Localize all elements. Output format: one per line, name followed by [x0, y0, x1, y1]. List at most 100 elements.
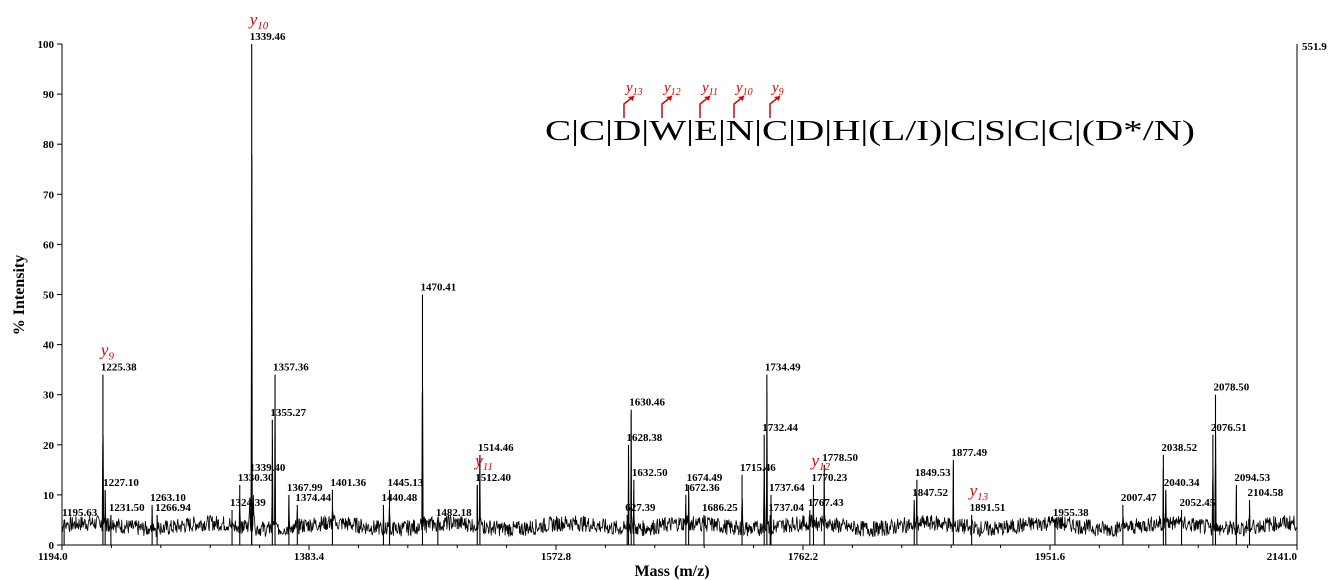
ion-label: y9: [99, 341, 115, 363]
fragment-arrowhead: [738, 96, 744, 101]
peptide-sequence: C|C|D|W|E|N|C|D|H|(L/I)|C|S|C|C|(D*/N) y…: [545, 80, 1195, 147]
peak-label: 1632.50: [632, 467, 668, 479]
peak-label: 1778.50: [822, 452, 858, 464]
y-tick-label: 50: [43, 290, 55, 302]
peak-label: 1470.41: [420, 282, 456, 294]
x-tick-label: 1572.8: [541, 551, 572, 563]
fragment-ion-label: y9: [770, 80, 784, 98]
peak-label: 2076.51: [1211, 422, 1247, 434]
peak-label: 1324.39: [230, 497, 266, 509]
fragment-ion-number: 13: [633, 87, 643, 98]
peak-labels: 1195.63 1225.38 1227.10 1231.50 1263.101266.…: [62, 31, 1284, 519]
y-tick-label: 60: [43, 239, 55, 251]
peak-label: 1849.53: [915, 467, 951, 479]
x-tick-label: 1194.0: [38, 551, 68, 563]
x-tick-label: 1951.6: [1035, 551, 1066, 563]
fragment-ion-number: 12: [671, 87, 681, 98]
peak-label: 1367.99: [287, 482, 323, 494]
peak-label: 1715.46: [740, 462, 776, 474]
peak-label: 2007.47: [1121, 492, 1157, 504]
sequence-text: C|C|D|W|E|N|C|D|H|(L/I)|C|S|C|C|(D*/N): [545, 115, 1195, 147]
peak-label: 1514.46: [478, 442, 514, 454]
peak-label: 1737.64: [769, 482, 805, 494]
peak-label: 2038.52: [1161, 442, 1197, 454]
peak-label: 1445.13: [388, 477, 424, 489]
peak-label: 1440.48: [381, 492, 417, 504]
right-axis-max-label: 551.9: [1302, 41, 1327, 53]
peak-label: 1767.43: [808, 497, 844, 509]
peak-label: 1955.38: [1053, 507, 1089, 519]
peak-label: 1734.49: [765, 362, 801, 374]
axis-ticks: 0 10 20 30 40 50 60 70 80 90 100 1194.0 1383.4 1572.8…: [38, 39, 1298, 563]
y-tick-label: 20: [43, 440, 55, 452]
fragment-arrowhead: [628, 96, 634, 101]
peak-label: 2104.58: [1248, 487, 1284, 499]
peak-label: 2040.34: [1164, 477, 1200, 489]
spectrum-line: [61, 154, 1297, 538]
fragment-ion-number: 9: [779, 87, 784, 98]
y-tick-label: 90: [43, 89, 55, 101]
x-axis-title: Mass (m/z): [634, 563, 709, 580]
peak-label: 1263.10: [150, 492, 186, 504]
ion-label-number: 11: [483, 461, 493, 473]
ion-annotations: y9 y10 y11 y12 y13: [99, 10, 989, 503]
peak-label: 1231.50: [109, 502, 145, 514]
y-tick-label: 30: [43, 390, 55, 402]
fragment-arrowhead: [666, 96, 672, 101]
ion-label: y10: [248, 10, 269, 32]
ion-label: y13: [968, 481, 989, 503]
y-tick-label: 70: [43, 189, 55, 201]
peak-label: 1374.44: [295, 492, 331, 504]
spectrum-trace: [61, 44, 1297, 545]
peak-label: 2052.45: [1180, 497, 1216, 509]
y-tick-label: 0: [49, 540, 55, 552]
ion-label-number: 12: [819, 461, 831, 473]
x-tick-label: 1762.2: [788, 551, 819, 563]
peak-label: 1225.38: [101, 362, 137, 374]
x-tick-label: 1383.4: [294, 551, 325, 563]
peak-label: 2078.50: [1213, 382, 1249, 394]
peak-label: 1330.30: [238, 472, 274, 484]
peak-label: 627.39: [625, 502, 656, 514]
peak-label: 1686.25: [702, 502, 738, 514]
ion-label-number: 13: [977, 491, 989, 503]
peak-label: 1891.51: [970, 502, 1006, 514]
peak-label: 1737.04: [768, 502, 804, 514]
fragment-ion-label: y13: [624, 80, 643, 98]
peak-label: 1672.36: [684, 482, 720, 494]
peak-label: 1770.23: [811, 472, 847, 484]
peak-label: 2094.53: [1234, 472, 1270, 484]
fragment-ion-label: y10: [734, 80, 753, 98]
peak-label: 1227.10: [103, 477, 139, 489]
fragment-arrowhead: [704, 96, 710, 101]
y-tick-label: 10: [43, 490, 55, 502]
peak-label: 1674.49: [687, 472, 723, 484]
fragment-arrowhead: [774, 96, 780, 101]
peak-label: 1512.40: [475, 472, 511, 484]
peak-label: 1357.36: [273, 362, 309, 374]
fragment-ion-number: 11: [709, 87, 718, 98]
peak-label: 1630.46: [629, 397, 665, 409]
fragment-ion-label: y12: [662, 80, 681, 98]
peak-label: 1401.36: [330, 477, 366, 489]
sequence-fragment-arrows: y13 y12 y11 y10 y9: [623, 80, 784, 118]
peak-label: 1355.27: [270, 407, 306, 419]
peak-label: 1877.49: [951, 447, 987, 459]
ion-label-number: 10: [257, 20, 269, 32]
peak-label: 1482.18: [436, 507, 472, 519]
peak-label: 1339.46: [250, 31, 286, 43]
peak-label: 1195.63: [62, 507, 98, 519]
peak-label: 1266.94: [155, 502, 191, 514]
y-tick-label: 100: [38, 39, 55, 51]
peak-label: 1628.38: [626, 432, 662, 444]
y-tick-label: 40: [43, 340, 55, 352]
fragment-ion-number: 10: [743, 87, 753, 98]
x-tick-label: 2141.0: [1267, 551, 1298, 563]
peak-label: 1339.40: [250, 462, 286, 474]
peak-label: 1847.52: [912, 487, 948, 499]
y-tick-label: 80: [43, 139, 55, 151]
ion-label-number: 9: [108, 351, 114, 363]
peak-label: 1732.44: [762, 422, 798, 434]
fragment-ion-label: y11: [700, 80, 718, 98]
